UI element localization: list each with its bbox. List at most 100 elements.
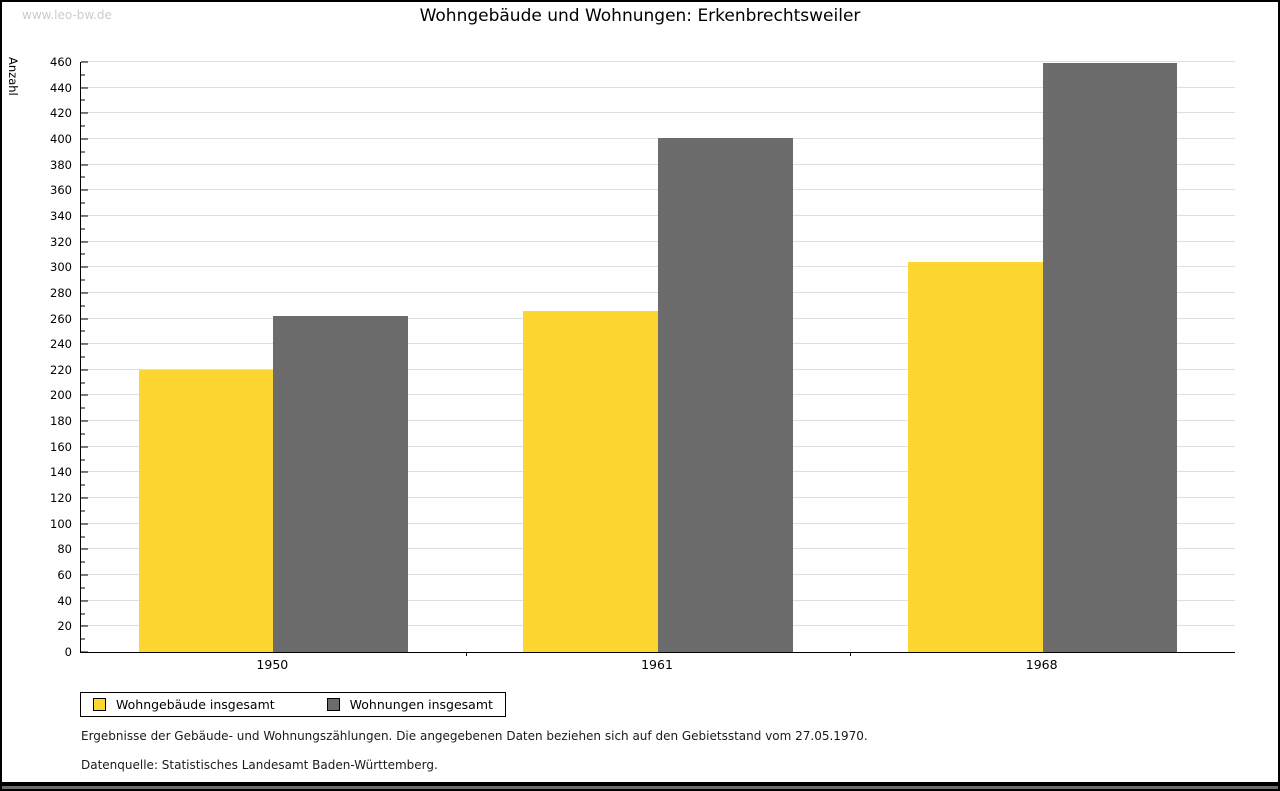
y-axis-tick-label: 100: [50, 516, 72, 531]
y-axis-tick-label: 80: [57, 542, 72, 557]
y-axis-major-tick: [81, 87, 88, 89]
y-axis-tick-label: 300: [50, 260, 72, 275]
y-axis-minor-tick: [81, 202, 85, 204]
y-axis-tick-label: 60: [57, 568, 72, 583]
y-axis-major-tick: [81, 446, 88, 448]
y-axis-major-tick: [81, 61, 88, 63]
y-axis-major-tick: [81, 574, 88, 576]
y-axis-minor-tick: [81, 433, 85, 435]
y-axis-tick-label: 260: [50, 311, 72, 326]
y-axis-minor-tick: [81, 407, 85, 409]
legend: Wohngebäude insgesamt Wohnungen insgesamt: [80, 692, 506, 717]
legend-swatch: [326, 698, 340, 711]
bar-group: [466, 62, 851, 652]
y-axis-tick-label: 220: [50, 362, 72, 377]
y-axis-major-tick: [81, 625, 88, 627]
y-axis-minor-tick: [81, 125, 85, 127]
y-axis-major-tick: [81, 369, 88, 371]
y-axis-minor-tick: [81, 638, 85, 640]
y-axis-tick-label: 180: [50, 414, 72, 429]
y-axis-minor-tick: [81, 587, 85, 589]
y-axis-title: Anzahl: [6, 57, 20, 96]
y-axis-major-tick: [81, 394, 88, 396]
y-axis-major-tick: [81, 651, 88, 653]
x-axis-category-label: 1961: [641, 657, 673, 672]
y-axis-minor-tick: [81, 459, 85, 461]
y-axis-minor-tick: [81, 305, 85, 307]
y-axis-tick-label: 140: [50, 465, 72, 480]
y-axis-minor-tick: [81, 99, 85, 101]
y-axis-tick-label: 460: [50, 55, 72, 69]
y-axis-major-tick: [81, 164, 88, 166]
y-axis-minor-tick: [81, 356, 85, 358]
y-axis-major-tick: [81, 420, 88, 422]
y-axis-labels: 0 20 40 60 80 100 120 140 160 180 200 220 240 260 280 3…: [2, 55, 74, 659]
x-axis-tick: [850, 652, 852, 656]
y-axis-tick-label: 120: [50, 491, 72, 506]
y-axis-tick-label: 440: [50, 80, 72, 95]
plot-area: [80, 61, 1235, 656]
legend-item: Wohnungen insgesamt: [326, 697, 493, 712]
y-axis-minor-tick: [81, 561, 85, 563]
y-axis-major-tick: [81, 292, 88, 294]
x-axis-category-label: 1968: [1025, 657, 1058, 672]
y-axis-major-tick: [81, 497, 88, 499]
bar-group: [850, 62, 1235, 652]
y-axis-major-tick: [81, 189, 88, 191]
y-axis-major-tick: [81, 266, 88, 268]
chart-title: Wohngebäude und Wohnungen: Erkenbrechtsw…: [419, 6, 861, 26]
y-axis-tick-label: 420: [50, 106, 72, 121]
bar-group: [81, 62, 466, 652]
y-axis-tick-label: 40: [57, 593, 72, 608]
x-axis-category-label: 1950: [256, 657, 289, 672]
gridline: [81, 112, 1235, 114]
footnote-datenquelle: Datenquelle: Statistisches Landesamt Bad…: [81, 758, 438, 772]
bar: [523, 310, 658, 652]
bar: [138, 369, 274, 652]
y-axis-minor-tick: [81, 176, 85, 178]
gridline: [81, 61, 1235, 62]
y-axis-major-tick: [81, 112, 88, 114]
y-axis-minor-tick: [81, 151, 85, 153]
x-axis-labels: 1950 1961 1968: [80, 657, 1234, 672]
y-axis-minor-tick: [81, 253, 85, 255]
legend-label: Wohngebäude insgesamt: [116, 697, 275, 712]
y-axis-minor-tick: [81, 330, 85, 332]
y-axis-tick-label: 340: [50, 208, 72, 223]
y-axis-major-tick: [81, 318, 88, 320]
bar: [273, 315, 408, 652]
y-axis-minor-tick: [81, 510, 85, 512]
y-axis-minor-tick: [81, 279, 85, 281]
gridline: [81, 86, 1235, 88]
y-axis-tick-label: 400: [50, 131, 72, 146]
y-axis-major-tick: [81, 241, 88, 243]
y-axis-tick-label: 0: [64, 645, 72, 659]
footnote-gebietsstand: Ergebnisse der Gebäude- und Wohnungszähl…: [81, 729, 868, 743]
y-axis-tick-label: 320: [50, 234, 72, 249]
y-axis-minor-tick: [81, 228, 85, 230]
y-axis-tick-label: 280: [50, 285, 72, 300]
y-axis-tick-label: 160: [50, 439, 72, 454]
x-axis-tick: [465, 652, 467, 656]
y-axis-minor-tick: [81, 382, 85, 384]
watermark: www.leo-bw.de: [22, 8, 112, 22]
y-axis-major-tick: [81, 138, 88, 140]
bar: [658, 137, 793, 652]
y-axis-tick-label: 380: [50, 157, 72, 172]
bar: [1042, 63, 1178, 652]
y-axis-major-tick: [81, 600, 88, 602]
legend-swatch: [93, 698, 106, 711]
legend-item: Wohngebäude insgesamt: [93, 697, 275, 712]
y-axis-minor-tick: [81, 74, 85, 76]
bars-container: [81, 62, 1235, 652]
y-axis-major-tick: [81, 523, 88, 525]
y-axis-minor-tick: [81, 484, 85, 486]
y-axis-tick-label: 360: [50, 183, 72, 198]
y-axis-minor-tick: [81, 536, 85, 538]
legend-label: Wohnungen insgesamt: [349, 697, 493, 712]
y-axis-minor-tick: [81, 613, 85, 615]
bottom-frame-bar: [2, 782, 1278, 786]
y-axis-tick-label: 240: [50, 337, 72, 352]
bar: [908, 262, 1043, 652]
